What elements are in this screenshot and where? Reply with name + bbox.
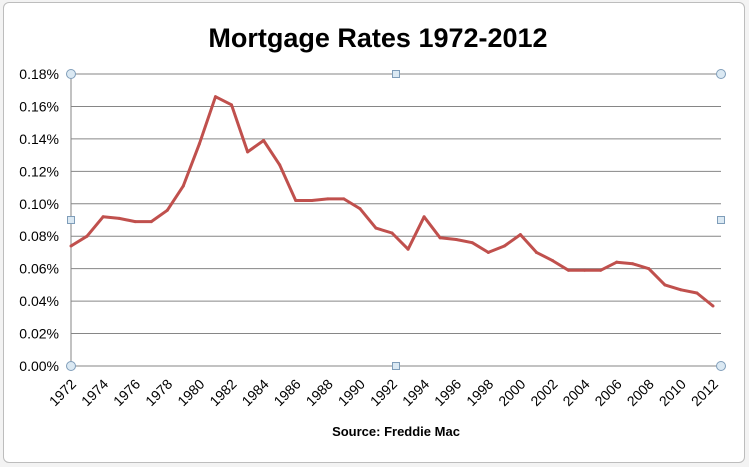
data-point <box>695 291 699 295</box>
x-axis-title: Source: Freddie Mac <box>332 424 460 439</box>
data-point <box>278 163 282 167</box>
x-tick-label: 1998 <box>463 376 496 409</box>
x-tick-label: 1992 <box>367 376 400 409</box>
chart-area[interactable] <box>3 2 745 463</box>
data-point <box>246 150 250 154</box>
x-tick-label: 1990 <box>335 376 368 409</box>
data-point <box>711 304 715 308</box>
x-tick-label: 1984 <box>238 376 271 409</box>
y-tick-label: 0.10% <box>19 196 59 212</box>
x-tick-label: 2010 <box>656 376 689 409</box>
data-point <box>438 236 442 240</box>
x-tick-label: 1976 <box>110 376 143 409</box>
data-point <box>101 215 105 219</box>
data-point <box>551 259 554 263</box>
selection-side-handle[interactable] <box>717 216 725 224</box>
x-tick-label: 1996 <box>431 376 464 409</box>
y-tick-label: 0.06% <box>19 261 59 277</box>
data-point <box>518 233 522 237</box>
data-point <box>197 142 201 146</box>
selection-corner-handle[interactable] <box>66 69 76 79</box>
y-tick-label: 0.12% <box>19 163 59 179</box>
y-tick-label: 0.08% <box>19 228 59 244</box>
data-point <box>422 215 426 219</box>
x-tick-label: 1986 <box>270 376 303 409</box>
x-tick-label: 1978 <box>142 376 175 409</box>
data-point <box>326 197 330 201</box>
x-tick-label: 2008 <box>624 376 657 409</box>
data-point <box>583 268 587 272</box>
y-tick-label: 0.16% <box>19 98 59 114</box>
selection-corner-handle[interactable] <box>716 69 726 79</box>
x-tick-label: 2000 <box>495 376 528 409</box>
data-point <box>631 262 635 266</box>
selection-side-handle[interactable] <box>392 70 400 78</box>
data-point <box>470 241 474 245</box>
x-tick-label: 2006 <box>591 376 624 409</box>
y-tick-label: 0.00% <box>19 358 59 374</box>
data-point <box>69 244 73 248</box>
data-point <box>149 220 153 224</box>
selection-corner-handle[interactable] <box>716 361 726 371</box>
data-point <box>534 250 538 254</box>
data-point <box>486 250 490 254</box>
data-point <box>85 234 89 238</box>
data-point <box>502 244 506 248</box>
x-tick-label: 1974 <box>78 376 111 409</box>
x-tick-label: 2002 <box>527 376 560 409</box>
data-point <box>679 288 683 292</box>
data-point <box>230 103 233 107</box>
y-tick-label: 0.18% <box>19 66 59 82</box>
data-point <box>599 268 603 272</box>
data-point <box>213 95 217 99</box>
x-tick-label: 1980 <box>174 376 207 409</box>
x-tick-label: 1972 <box>46 376 79 409</box>
data-point <box>294 199 298 203</box>
data-point <box>663 283 667 287</box>
y-tick-label: 0.14% <box>19 131 59 147</box>
selection-side-handle[interactable] <box>392 362 400 370</box>
x-tick-label: 1988 <box>303 376 336 409</box>
selection-corner-handle[interactable] <box>66 361 76 371</box>
data-point <box>342 197 346 201</box>
data-point <box>454 237 458 241</box>
data-point <box>262 139 266 143</box>
data-point <box>374 226 378 230</box>
data-point <box>567 268 571 272</box>
x-tick-label: 1982 <box>206 376 239 409</box>
x-tick-label: 1994 <box>399 376 432 409</box>
data-point <box>390 231 394 235</box>
data-point <box>310 199 314 203</box>
data-point <box>615 260 619 264</box>
data-point <box>358 207 362 211</box>
x-tick-label: 2004 <box>559 376 592 409</box>
data-point <box>165 208 169 212</box>
data-point <box>181 184 185 188</box>
chart-title: Mortgage Rates 1972-2012 <box>208 23 547 53</box>
data-point <box>133 220 137 224</box>
data-point <box>647 267 651 271</box>
y-tick-label: 0.02% <box>19 326 59 342</box>
y-tick-label: 0.04% <box>19 293 59 309</box>
selection-side-handle[interactable] <box>67 216 75 224</box>
x-tick-label: 2012 <box>688 376 721 409</box>
data-point <box>406 247 410 251</box>
data-point <box>117 216 121 220</box>
series-line-mortgage-rate[interactable] <box>70 95 714 308</box>
